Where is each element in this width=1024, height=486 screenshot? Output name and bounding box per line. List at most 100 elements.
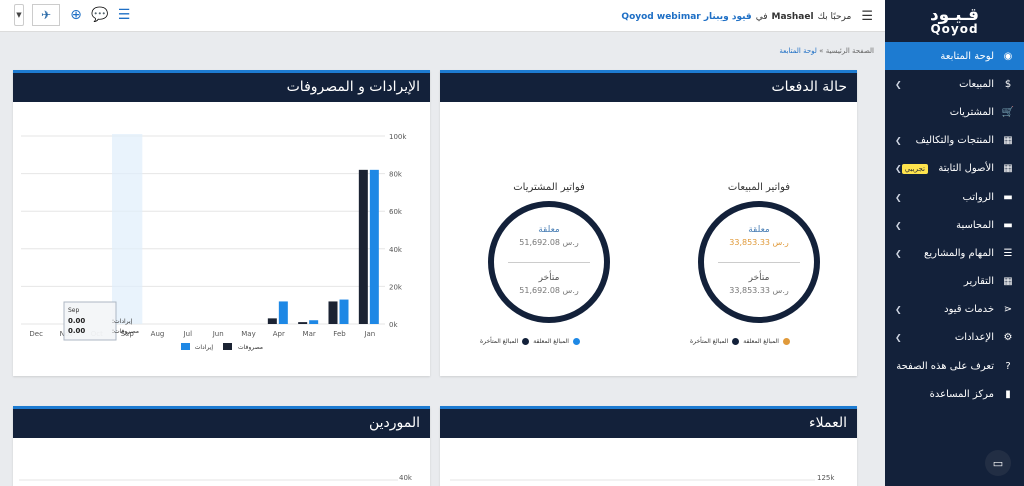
user-name: Mashael (771, 11, 814, 22)
sidebar-item[interactable]: ☰ المهام والمشاريع ❯ (885, 239, 1024, 267)
company-logo[interactable]: ✈ (32, 4, 60, 26)
brand-logo[interactable]: قـيـود Qoyod (885, 0, 1024, 42)
sidebar-item-label: الأصول الثابتة (938, 163, 994, 175)
sidebar-item-label: المشتريات (949, 106, 994, 118)
sidebar-item[interactable]: ▦ الأصول الثابتة تجريبي ❯ (885, 155, 1024, 183)
expense-bar (328, 301, 338, 324)
sidebar-item-label: لوحة المتابعة (940, 50, 994, 62)
chat-icon[interactable]: ▭ (985, 450, 1011, 476)
sidebar-item-label: التقارير (963, 276, 994, 288)
sidebar-item-label: المحاسبة (956, 219, 994, 231)
brand-english: Qoyod (930, 22, 979, 36)
tooltip-category: Sep (68, 307, 80, 314)
sidebar-item-label: تعرف على هذه الصفحة (896, 360, 994, 372)
chat-bubble-icon[interactable]: 💬 (91, 7, 109, 23)
menu-toggle-icon[interactable]: ☰ (861, 9, 873, 24)
sidebar-item[interactable]: 🛒 المشتريات (885, 98, 1024, 126)
chevron-icon: ❯ (895, 79, 902, 89)
ring-divider (508, 262, 590, 263)
purchase-late-label: متأخر (538, 273, 560, 283)
sales-invoices-widget[interactable]: فواتير المبيعات معلقة 33,853.33 ر.س متأخ… (692, 182, 826, 323)
book-icon: ▮ (1005, 388, 1011, 400)
question-icon: ? (1005, 360, 1011, 372)
sales-legend-late[interactable]: المبالغ المتأخرة (690, 338, 729, 345)
legend-revenue: إيرادات (195, 344, 214, 351)
grid-icon: ▦ (1003, 135, 1013, 147)
revenue-bar (339, 299, 349, 324)
y-tick-label: 80k (389, 171, 403, 179)
sidebar-item[interactable]: ▦ المنتجات والتكاليف ❯ (885, 127, 1024, 155)
sidebar-item-label: خدمات قيود (944, 304, 994, 316)
x-tick-label: Sep (121, 330, 135, 338)
tooltip-value: 0.00 (68, 317, 85, 325)
sidebar-item-label: مركز المساعدة (929, 388, 994, 400)
top-bar: ▼ ✈ ⊕ 💬 ☰ ☰ مرحبًا بك Mashael في قيود وي… (0, 0, 885, 32)
grid-icon: ▦ (1003, 163, 1013, 175)
sidebar-item-label: المبيعات (959, 78, 994, 90)
purchase-legend-pending[interactable]: المبالغ المعلقة (533, 338, 569, 345)
hover-column (112, 134, 143, 324)
late-dot-icon (522, 338, 530, 345)
suppliers-chart: 40k (19, 474, 413, 482)
sidebar-item[interactable]: ▬ الرواتب ❯ (885, 183, 1024, 211)
purchase-legend-late[interactable]: المبالغ المتأخرة (480, 338, 519, 345)
sidebar: قـيـود Qoyod ◉ لوحة المتابعة $ المبيعات ❯ 🛒 ال… (885, 0, 1024, 486)
suppliers-title: الموردين (13, 406, 430, 438)
payment-status-title: حالة الدفعات (440, 70, 857, 102)
sidebar-item[interactable]: ▦ التقارير (885, 268, 1024, 296)
customers-title: العملاء (440, 406, 857, 438)
expense-bar (298, 322, 308, 324)
revenue-expenses-chart[interactable]: 0k20k40k60k80k100kDecNovOctSepAugJulJunM… (13, 102, 430, 376)
revenue-expenses-title: الإيرادات و المصروفات (13, 70, 430, 102)
pending-dot-icon (782, 338, 790, 345)
company-dropdown-caret[interactable]: ▼ (14, 4, 24, 26)
top-tools: ▼ ✈ ⊕ 💬 ☰ (14, 4, 132, 26)
purchase-invoices-ring: معلقة 51,692.08 ر.س متأخر 51,692.08 ر.س (488, 201, 610, 323)
sidebar-item[interactable]: ⚙ الإعدادات ❯ (885, 324, 1024, 352)
sidebar-item[interactable]: $ المبيعات ❯ (885, 70, 1024, 98)
breadcrumb-current[interactable]: لوحة المتابعة (779, 47, 817, 55)
sidebar-item-label: المهام والمشاريع (924, 247, 994, 259)
purchase-invoices-title: فواتير المشتريات (513, 182, 585, 193)
x-tick-label: Mar (303, 330, 316, 338)
legend-swatch-revenue (181, 343, 190, 350)
company-name[interactable]: قيود ويبنار Qoyod webimar (621, 11, 752, 22)
in-word: في (755, 11, 768, 22)
customers-chart: 125k (450, 474, 835, 482)
revenue-bar (278, 301, 288, 324)
breadcrumb-home[interactable]: الصفحة الرئيسية (825, 47, 874, 55)
sales-late-label: متأخر (748, 273, 770, 283)
purchase-pending-label: معلقة (538, 225, 560, 235)
sidebar-item[interactable]: ? تعرف على هذه الصفحة (885, 352, 1024, 380)
sales-pending-amount: 33,853.33 ر.س (729, 238, 789, 247)
y-tick-label: 40k (389, 246, 403, 254)
sidebar-item[interactable]: ▬ المحاسبة ❯ (885, 211, 1024, 239)
dollar-icon: $ (1004, 78, 1012, 90)
revenue-bar (369, 169, 379, 324)
sidebar-item[interactable]: ◉ لوحة المتابعة (885, 42, 1024, 71)
y-tick-label: 20k (389, 283, 403, 291)
sales-legend-pending[interactable]: المبالغ المعلقة (743, 338, 779, 345)
chevron-icon: ❯ (895, 333, 902, 343)
y-tick-label: 0k (389, 321, 398, 329)
folder-icon: ▬ (1003, 191, 1013, 203)
list-icon: ☰ (1003, 247, 1013, 259)
welcome-prefix: مرحبًا بك (817, 11, 852, 22)
purchase-pending-amount: 51,692.08 ر.س (519, 238, 579, 247)
x-tick-label: May (241, 330, 255, 338)
tooltip-value: 0.00 (68, 327, 85, 335)
expense-bar (358, 169, 368, 324)
legend-expenses: مصروفات (238, 344, 263, 351)
ring-divider (718, 262, 800, 263)
chevron-icon: ❯ (895, 248, 902, 258)
folder-icon: ▬ (1003, 219, 1013, 231)
tooltip-label: إيرادات: (112, 318, 133, 325)
support-icon[interactable]: ⊕ (70, 7, 82, 23)
breadcrumb: الصفحة الرئيسية » لوحة المتابعة (779, 47, 874, 55)
sidebar-item[interactable]: ▮ مركز المساعدة (885, 380, 1024, 408)
sidebar-item[interactable]: ⋖ خدمات قيود ❯ (885, 296, 1024, 324)
list-view-icon[interactable]: ☰ (117, 7, 131, 23)
suppliers-axis-tick: 40k (399, 474, 413, 482)
purchase-invoices-widget[interactable]: فواتير المشتريات معلقة 51,692.08 ر.س متأ… (482, 182, 616, 323)
x-tick-label: Jul (183, 330, 193, 338)
